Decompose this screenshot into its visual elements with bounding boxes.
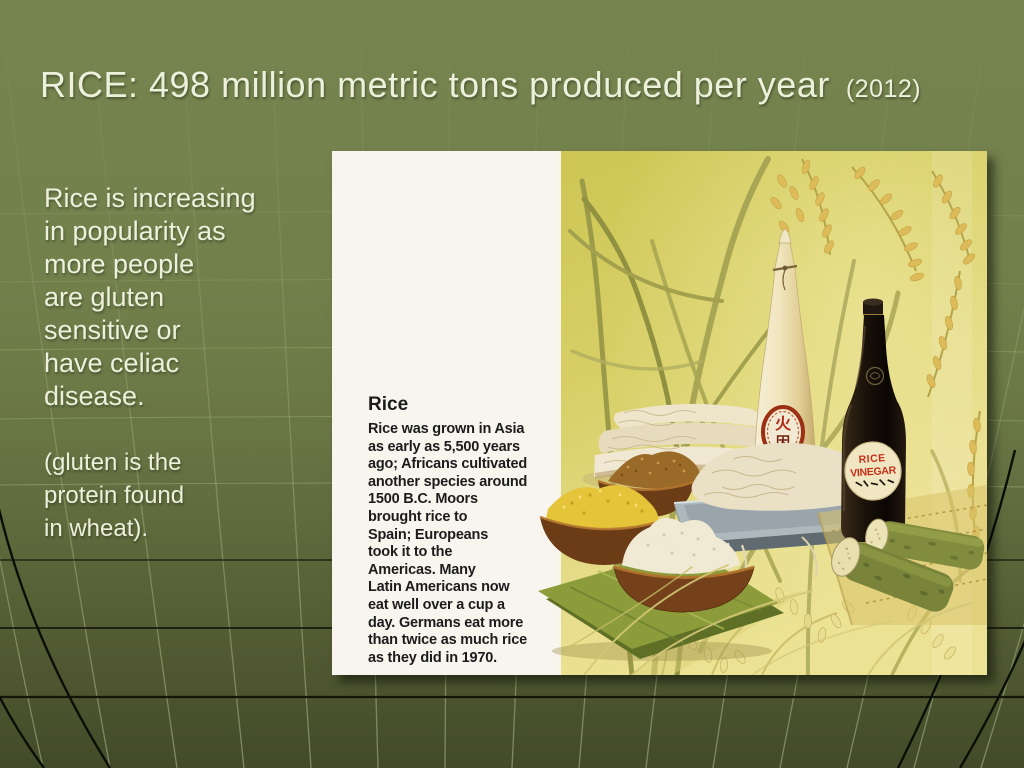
intro-text: Rice is increasing in popularity as more…: [44, 183, 256, 411]
noodles-on-tray: [691, 442, 868, 511]
rice-vinegar-bottle: RICE VINEGAR: [840, 298, 906, 548]
clipping-caption: Rice Rice was grown in Asia as early as …: [368, 394, 570, 667]
vinegar-label-line2: VINEGAR: [850, 464, 897, 479]
slide-title: RICE: 498 million metric tons produced p…: [40, 64, 1000, 106]
bowl-white-rice: [613, 517, 755, 613]
foreground-grass-strands: [561, 564, 973, 675]
japanese-script-icon: [855, 478, 895, 487]
rice-illustration: 火 因: [332, 151, 987, 675]
clipping-heading: Rice: [368, 394, 409, 415]
gluten-note-text: (gluten is the protein found in wheat).: [44, 449, 185, 542]
rice-vinegar-label: RICE VINEGAR: [844, 441, 902, 501]
slide-title-text: RICE: 498 million metric tons produced p…: [40, 64, 830, 105]
rice-roll-cylinders: [831, 518, 985, 612]
bowl-yellow-grains: [539, 485, 663, 565]
bottle-neck-emblem: [865, 366, 885, 386]
sake-seal-top-character: 火: [775, 414, 792, 433]
clipping-body-text: Rice was grown in Asia as early as 5,500…: [368, 421, 528, 666]
slide-title-year: (2012): [845, 75, 922, 103]
clipping-white-page: [332, 151, 561, 675]
vinegar-label-line1: RICE: [858, 452, 886, 466]
rice-clipping-image: 火 因: [332, 151, 987, 675]
